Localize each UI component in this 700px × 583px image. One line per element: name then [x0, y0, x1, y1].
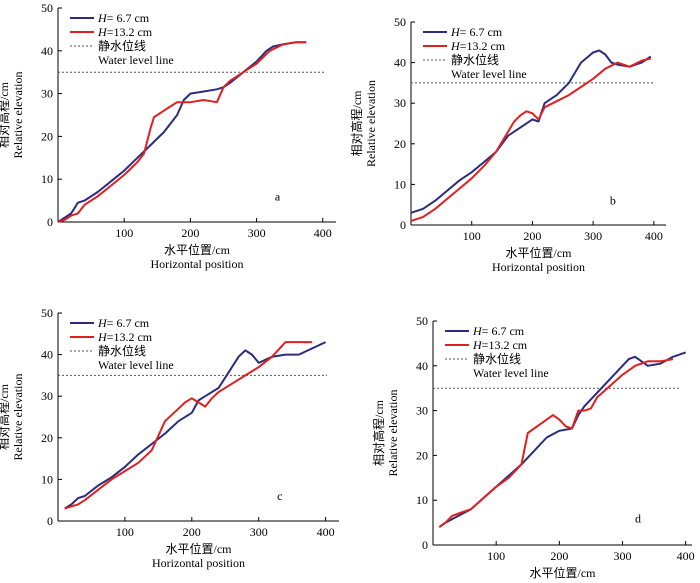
legend-label-h132: H=13.2 cm [97, 25, 153, 39]
y-tick-label: 0 [422, 538, 428, 552]
y-tick-label: 40 [41, 44, 53, 58]
series-line-h67 [410, 49, 652, 214]
x-axis-label-zh: 水平位置/cm [166, 541, 233, 556]
legend-label-water-en: Water level line [98, 53, 174, 67]
y-axis-label-zh: 相对高程/cm [371, 399, 386, 466]
x-tick-label: 100 [115, 226, 133, 240]
legend-label-h132: H=13.2 cm [97, 330, 153, 344]
x-axis-label-en: Horizontal position [152, 556, 245, 570]
x-tick-label: 300 [250, 525, 268, 539]
panel-a: 0 10 20 30 40 50 100 200 300 400 H= 6.7 cmH=13.2 c… [0, 1, 336, 271]
y-tick-label: 0 [400, 218, 406, 232]
x-tick-label: 400 [317, 525, 335, 539]
y-axis-label-en: Relative elevation [11, 72, 25, 159]
x-tick-label: 400 [314, 226, 332, 240]
legend-label-water-zh: 静水位线 [473, 351, 521, 366]
x-tick-label: 300 [248, 226, 266, 240]
series-line-h132 [410, 57, 652, 222]
y-axis-label-en: Relative elevation [11, 374, 25, 461]
x-tick-label: 100 [116, 525, 134, 539]
legend-label-water-en: Water level line [451, 67, 527, 81]
y-tick-label: 10 [41, 472, 53, 486]
x-tick-label: 300 [584, 229, 602, 243]
y-tick-label: 40 [416, 359, 428, 373]
x-axis-label-en: Horizontal position [492, 260, 585, 274]
series-line-h132 [57, 41, 307, 223]
y-tick-label: 10 [394, 177, 406, 191]
x-tick-label: 200 [183, 525, 201, 539]
x-tick-label: 100 [487, 549, 505, 563]
y-tick-label: 30 [394, 96, 406, 110]
legend-label-water-en: Water level line [98, 358, 174, 372]
y-tick-label: 30 [416, 404, 428, 418]
y-tick-label: 50 [416, 314, 428, 328]
y-tick-label: 10 [416, 493, 428, 507]
y-axis-label-en: Relative elevation [386, 390, 400, 477]
legend-label-water-zh: 静水位线 [98, 38, 146, 53]
panel-letter: b [610, 194, 616, 208]
y-axis-label-zh: 相对高程/cm [0, 81, 11, 148]
x-tick-label: 200 [550, 549, 568, 563]
x-axis-label-en: Horizontal position [516, 580, 609, 583]
y-axis-label-zh: 相对高程/cm [0, 383, 11, 450]
y-tick-label: 0 [47, 514, 53, 528]
panel-c: 0 10 20 30 40 50 100 200 300 400 H= 6.7 cmH=13.2 c… [0, 306, 339, 570]
y-tick-label: 0 [47, 215, 53, 229]
legend-label-h67: H= 6.7 cm [450, 25, 503, 39]
x-axis-label-en: Horizontal position [151, 257, 244, 271]
y-tick-label: 20 [41, 129, 53, 143]
legend-label-h67: H= 6.7 cm [97, 316, 150, 330]
x-axis-label-zh: 水平位置/cm [506, 245, 573, 260]
legend-label-water-en: Water level line [473, 366, 549, 380]
y-axis-label-zh: 相对高程/cm [349, 90, 364, 157]
y-tick-label: 30 [41, 389, 53, 403]
panel-letter: c [277, 489, 282, 503]
y-tick-label: 20 [41, 431, 53, 445]
x-tick-label: 200 [523, 229, 541, 243]
legend-label-h67: H= 6.7 cm [97, 11, 150, 25]
x-tick-label: 400 [677, 549, 695, 563]
panel-letter: d [635, 512, 641, 526]
legend-label-h132: H=13.2 cm [450, 39, 506, 53]
y-tick-label: 50 [41, 1, 53, 15]
x-tick-label: 200 [181, 226, 199, 240]
y-tick-label: 50 [394, 15, 406, 29]
y-tick-label: 10 [41, 172, 53, 186]
y-tick-label: 40 [41, 348, 53, 362]
legend-label-h67: H= 6.7 cm [472, 324, 525, 338]
x-axis-label-zh: 水平位置/cm [164, 242, 231, 257]
y-tick-label: 30 [41, 87, 53, 101]
y-tick-label: 50 [41, 306, 53, 320]
legend-label-h132: H=13.2 cm [472, 338, 528, 352]
x-tick-label: 300 [614, 549, 632, 563]
series-line-h132 [64, 341, 313, 510]
x-axis-label-zh: 水平位置/cm [530, 565, 597, 580]
panel-d: 0 10 20 30 40 50 100 200 300 400 H= 6.7 cmH=13.2 c… [371, 314, 695, 583]
y-tick-label: 20 [416, 448, 428, 462]
series-line-h132 [438, 358, 674, 528]
y-tick-label: 40 [394, 56, 406, 70]
y-tick-label: 20 [394, 137, 406, 151]
x-tick-label: 400 [645, 229, 663, 243]
series-line-h67 [57, 41, 307, 223]
legend-label-water-zh: 静水位线 [98, 343, 146, 358]
y-axis-label-en: Relative elevation [364, 80, 378, 167]
panel-letter: a [275, 190, 281, 204]
x-tick-label: 100 [463, 229, 481, 243]
panel-b: 0 10 20 30 40 50 100 200 300 400 H= 6.7 cmH=13.2 c… [349, 15, 666, 274]
legend-label-water-zh: 静水位线 [451, 52, 499, 67]
